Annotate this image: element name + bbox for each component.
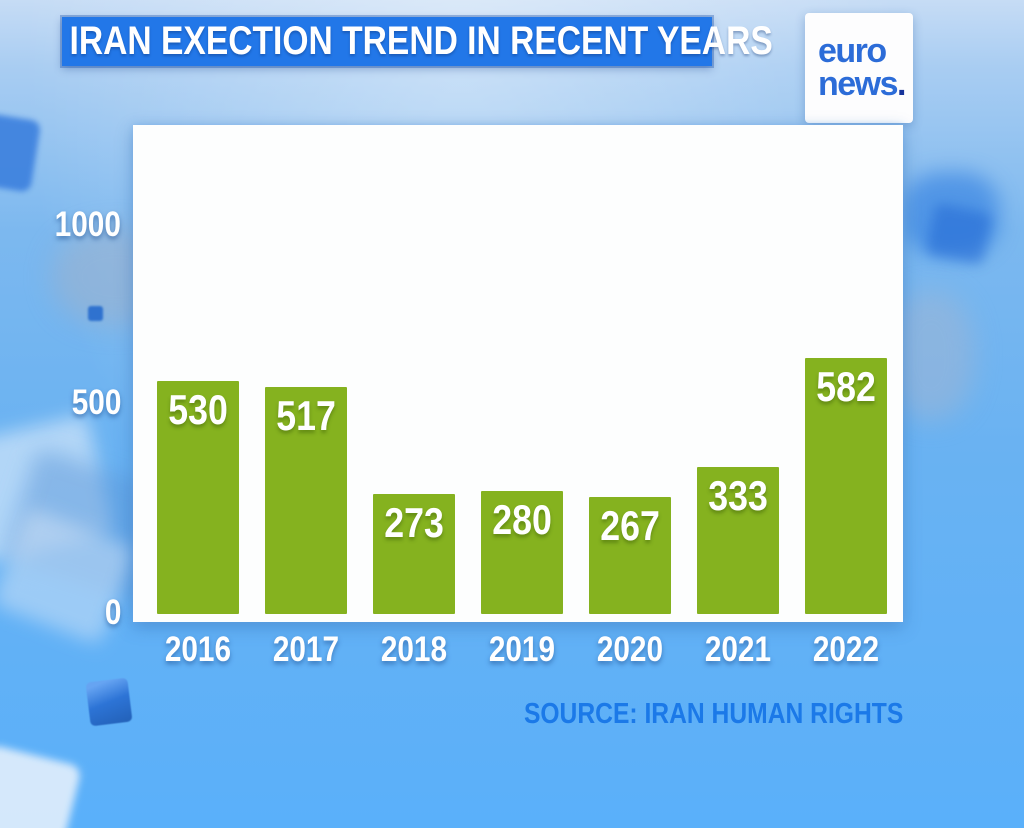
x-tick-2019: 2019 [488, 630, 556, 669]
logo-dot: . [897, 65, 906, 103]
bar-value-label: 267 [600, 502, 660, 549]
euronews-logo: euro news. [805, 13, 913, 123]
bar-2016: 530 [157, 381, 239, 614]
source-caption: SOURCE: IRAN HUMAN RIGHTS [523, 698, 903, 730]
bar-2018: 273 [373, 494, 455, 614]
y-tick-0: 0 [104, 593, 121, 632]
bar-value-label: 273 [384, 499, 444, 546]
title-banner: IRAN EXECTION TREND IN RECENT YEARS [62, 17, 773, 66]
bar-value-label: 280 [492, 496, 552, 543]
x-tick-2017: 2017 [272, 630, 340, 669]
page-title: IRAN EXECTION TREND IN RECENT YEARS [69, 19, 773, 63]
y-tick-1000: 1000 [54, 205, 121, 244]
bar-2020: 267 [589, 497, 671, 614]
decor-cube-icon [925, 202, 993, 266]
bar-value-label: 582 [816, 363, 876, 410]
x-tick-2020: 2020 [596, 630, 664, 669]
x-tick-2016: 2016 [164, 630, 232, 669]
chart-plot-area: 530 517 273 280 267 333 582 [133, 125, 903, 622]
decor-cube-icon [88, 306, 103, 321]
x-tick-2021: 2021 [704, 630, 772, 669]
bar-value-label: 530 [168, 386, 228, 433]
x-axis: 2016 2017 2018 2019 2020 2021 2022 [157, 630, 887, 670]
bars-container: 530 517 273 280 267 333 582 [157, 358, 887, 614]
bar-2022: 582 [805, 358, 887, 614]
y-axis: 1000 500 0 [0, 0, 123, 828]
bar-2021: 333 [697, 467, 779, 614]
x-tick-2022: 2022 [812, 630, 880, 669]
bar-value-label: 333 [708, 472, 768, 519]
logo-text-euro: euro [818, 31, 887, 70]
bar-2017: 517 [265, 387, 347, 614]
y-tick-500: 500 [71, 383, 121, 422]
bar-2019: 280 [481, 491, 563, 614]
x-tick-2018: 2018 [380, 630, 448, 669]
logo-text-news: news. [818, 65, 906, 103]
bar-value-label: 517 [276, 392, 336, 439]
